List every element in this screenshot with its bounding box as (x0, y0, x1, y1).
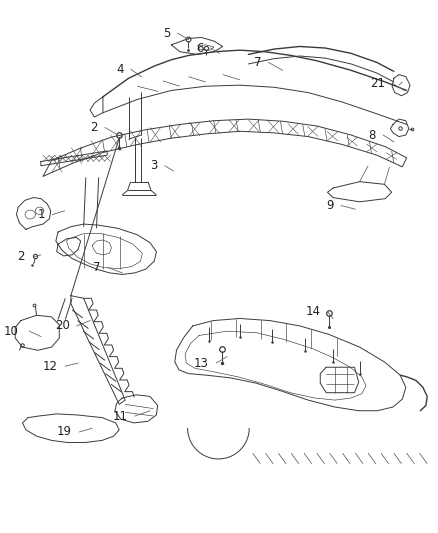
Text: 7: 7 (254, 56, 261, 69)
Text: 14: 14 (305, 305, 320, 318)
Text: 8: 8 (368, 128, 376, 141)
Text: 1: 1 (38, 208, 45, 221)
Text: 11: 11 (113, 409, 128, 423)
Text: 13: 13 (194, 357, 209, 369)
Text: 2: 2 (90, 121, 98, 134)
Text: 2: 2 (18, 251, 25, 263)
Text: 19: 19 (57, 425, 72, 439)
Text: 20: 20 (55, 319, 70, 333)
Text: 7: 7 (93, 261, 101, 274)
Text: 21: 21 (370, 77, 385, 90)
Text: 10: 10 (4, 325, 18, 338)
Text: 3: 3 (150, 159, 158, 172)
Text: 5: 5 (163, 27, 170, 39)
Text: 12: 12 (43, 360, 58, 373)
Text: 6: 6 (196, 42, 204, 54)
Text: 9: 9 (326, 199, 334, 212)
Text: 4: 4 (116, 63, 124, 76)
